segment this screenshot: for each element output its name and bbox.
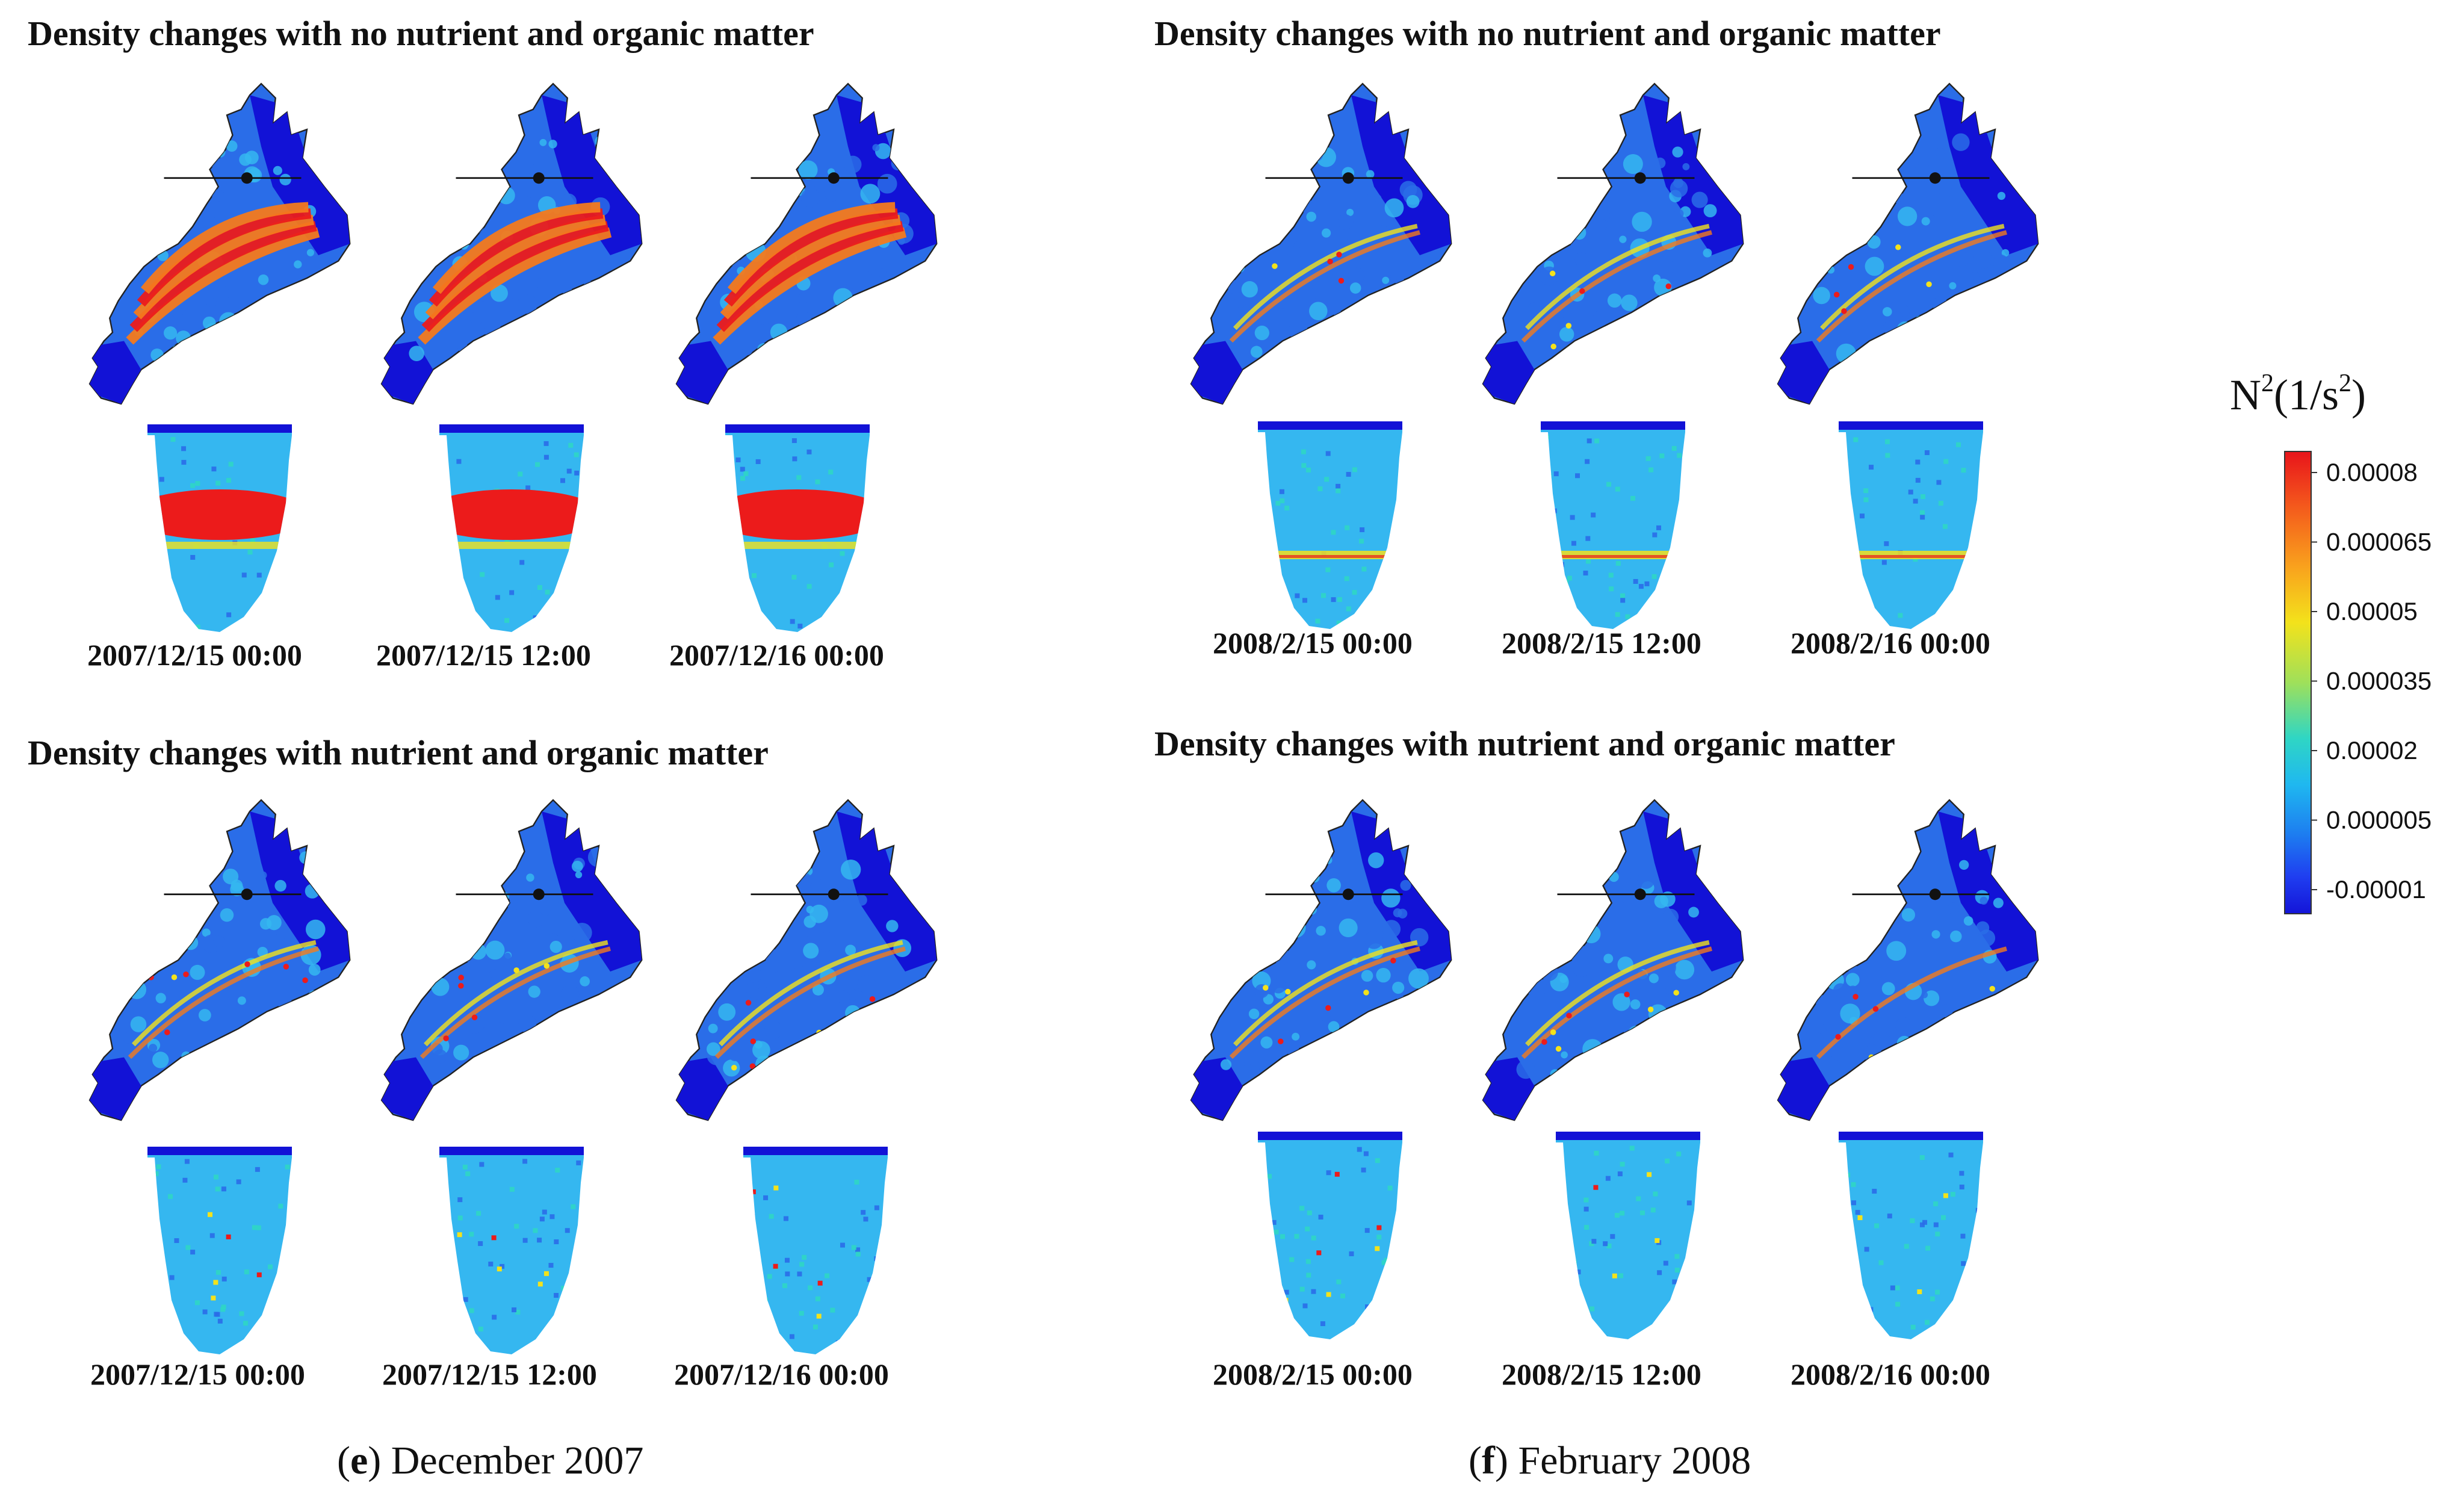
map-group xyxy=(88,799,938,1354)
timestamp-label: 2007/12/15 12:00 xyxy=(382,1357,597,1391)
cross-section xyxy=(1839,1132,1983,1339)
station-marker xyxy=(1342,888,1354,900)
timestamp-label: 2008/2/16 00:00 xyxy=(1791,626,1990,660)
colorbar-tick-label: 0.000065 xyxy=(2326,528,2431,556)
timestamp-label: 2008/2/16 00:00 xyxy=(1791,1357,1990,1391)
colorbar-legend: N2(1/s2) 0.000080.0000650.000050.0000350… xyxy=(2230,370,2431,914)
colorbar-ticks: 0.00008 0.000065 0.00005 0.000035 0.00002 0.0… xyxy=(2311,458,2431,904)
lake-map xyxy=(1777,799,2039,1121)
cross-section xyxy=(1258,1132,1402,1339)
caption-text: December 2007 xyxy=(391,1439,644,1483)
colorbar-tick-label: 0.00002 xyxy=(2326,736,2418,764)
panel-f: Density changes with no nutrient and org… xyxy=(1154,14,2039,1483)
lake-map xyxy=(675,82,938,405)
lake-map xyxy=(88,799,351,1121)
station-marker xyxy=(1342,172,1354,184)
cross-section xyxy=(439,424,584,632)
station-marker xyxy=(828,172,840,184)
lake-map xyxy=(1190,82,1452,405)
timestamp-label: 2007/12/15 00:00 xyxy=(90,1357,305,1391)
timestamp-label: 2008/2/15 12:00 xyxy=(1502,1357,1701,1391)
cross-section xyxy=(1839,421,1983,629)
lake-map xyxy=(1482,82,1744,405)
station-marker xyxy=(1634,172,1646,184)
lake-map xyxy=(1777,82,2039,405)
lake-map xyxy=(1190,799,1452,1121)
timestamp-label: 2008/2/15 00:00 xyxy=(1213,1357,1413,1391)
colorbar-gradient xyxy=(2284,451,2312,914)
panel-e: Density changes with no nutrient and org… xyxy=(28,14,938,1483)
timestamp-label: 2007/12/16 00:00 xyxy=(674,1357,889,1391)
station-marker xyxy=(241,888,253,900)
colorbar-tick-label: 0.000005 xyxy=(2326,806,2431,834)
cross-section xyxy=(1258,421,1402,629)
group-title: Density changes with nutrient and organi… xyxy=(28,733,769,772)
cross-section xyxy=(439,1147,584,1354)
cross-section xyxy=(725,424,870,632)
group-title: Density changes with no nutrient and org… xyxy=(28,14,814,53)
colorbar-tick-label: 0.00008 xyxy=(2326,458,2418,486)
timestamp-label: 2007/12/16 00:00 xyxy=(669,638,884,672)
colorbar-tick-label: -0.00001 xyxy=(2326,875,2426,904)
caption-letter: e xyxy=(350,1439,368,1483)
panel-caption: (e) December 2007 xyxy=(337,1439,643,1483)
lake-map xyxy=(380,799,643,1121)
cross-section xyxy=(147,424,292,632)
colorbar-title: N2(1/s2) xyxy=(2230,370,2366,419)
station-marker xyxy=(828,888,840,900)
station-marker xyxy=(1929,888,1941,900)
lake-map xyxy=(675,799,938,1121)
map-group xyxy=(1190,799,2039,1339)
timestamp-label: 2008/2/15 12:00 xyxy=(1502,626,1701,660)
colorbar-tick-label: 0.00005 xyxy=(2326,597,2418,625)
group-title: Density changes with no nutrient and org… xyxy=(1154,14,1941,53)
station-marker xyxy=(533,172,545,184)
lake-map xyxy=(380,82,643,405)
timestamp-label: 2007/12/15 00:00 xyxy=(87,638,302,672)
cross-section xyxy=(147,1147,292,1354)
map-group xyxy=(1190,82,2039,629)
caption-letter: f xyxy=(1482,1439,1496,1483)
colorbar-tick-label: 0.000035 xyxy=(2326,667,2431,695)
lake-map xyxy=(1482,799,1744,1121)
cross-section xyxy=(1541,421,1685,629)
timestamp-label: 2008/2/15 00:00 xyxy=(1213,626,1413,660)
cross-section xyxy=(1556,1132,1700,1339)
map-group xyxy=(88,82,938,632)
panel-caption: (f) February 2008 xyxy=(1469,1439,1751,1483)
caption-text: February 2008 xyxy=(1518,1439,1751,1483)
station-marker xyxy=(1634,888,1646,900)
cross-section xyxy=(743,1147,888,1354)
group-title: Density changes with nutrient and organi… xyxy=(1154,724,1895,763)
station-marker xyxy=(533,888,545,900)
station-marker xyxy=(1929,172,1941,184)
station-marker xyxy=(241,172,253,184)
lake-map xyxy=(88,82,351,405)
timestamp-label: 2007/12/15 12:00 xyxy=(376,638,591,672)
